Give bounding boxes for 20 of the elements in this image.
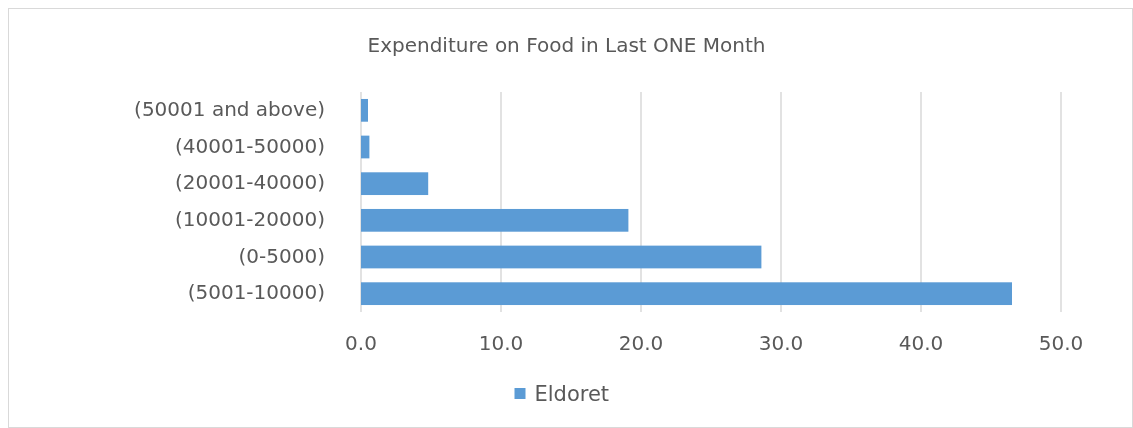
bar xyxy=(361,245,762,269)
bar xyxy=(361,98,368,122)
chart-title: Expenditure on Food in Last ONE Month xyxy=(367,32,766,57)
y-tick-label: (0-5000) xyxy=(238,243,325,268)
y-tick-label: (5001-10000) xyxy=(187,280,325,305)
bar xyxy=(361,172,429,196)
bar xyxy=(361,208,629,232)
y-tick-label: (20001-40000) xyxy=(174,170,325,195)
x-tick-label: 20.0 xyxy=(618,330,664,355)
x-tick-label: 0.0 xyxy=(345,330,377,355)
x-tick-label: 50.0 xyxy=(1038,330,1084,355)
bar xyxy=(361,282,1012,306)
y-tick-label: (40001-50000) xyxy=(174,133,325,158)
y-tick-label: (50001 and above) xyxy=(134,96,325,121)
bar xyxy=(361,135,370,159)
x-tick-label: 10.0 xyxy=(478,330,524,355)
legend-label: Eldoret xyxy=(534,382,610,406)
x-tick-label: 30.0 xyxy=(758,330,804,355)
x-tick-label: 40.0 xyxy=(898,330,944,355)
y-tick-label: (10001-20000) xyxy=(174,206,325,231)
